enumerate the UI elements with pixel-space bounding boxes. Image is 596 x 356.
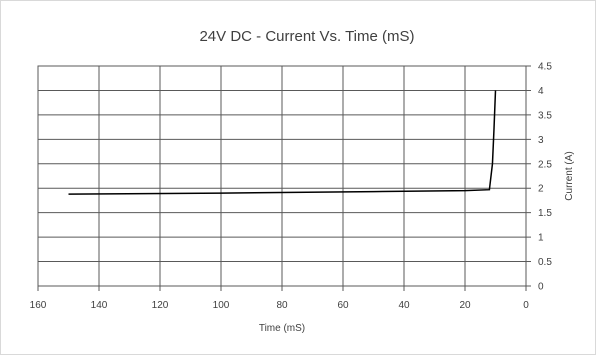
x-tick-label: 20	[459, 300, 471, 311]
y-tick-label: 4	[538, 86, 544, 97]
series-group	[68, 90, 497, 195]
y-tick-label: 3	[538, 135, 544, 146]
x-tick-label: 100	[213, 300, 230, 311]
y-axis-label: Current (A)	[564, 151, 575, 200]
y-tick-label: 2	[538, 184, 544, 195]
x-tick-label: 140	[91, 300, 108, 311]
x-ticks-group: 160 140 120 100 80 60 40 20 0	[30, 300, 530, 311]
x-tick-label: 120	[152, 300, 169, 311]
x-tick-label: 40	[398, 300, 410, 311]
series-line	[68, 90, 497, 195]
y-tick-label: 0	[538, 282, 544, 293]
grid-group	[37, 65, 531, 291]
chart-title: 24V DC - Current Vs. Time (mS)	[199, 28, 414, 45]
y-tick-label: 0.5	[538, 257, 552, 268]
y-tick-label: 1.5	[538, 208, 552, 219]
y-ticks-group: 0 0.5 1 1.5 2 2.5 3 3.5 4 4.5	[538, 62, 552, 293]
y-tick-label: 1	[538, 233, 544, 244]
x-tick-label: 160	[30, 300, 47, 311]
x-tick-label: 60	[337, 300, 349, 311]
plot-frame	[37, 65, 527, 287]
x-tick-label: 0	[523, 300, 529, 311]
x-axis-label: Time (mS)	[259, 323, 305, 334]
y-tick-label: 3.5	[538, 110, 552, 121]
y-tick-label: 2.5	[538, 159, 552, 170]
y-tick-label: 4.5	[538, 62, 552, 73]
x-tick-label: 80	[276, 300, 288, 311]
